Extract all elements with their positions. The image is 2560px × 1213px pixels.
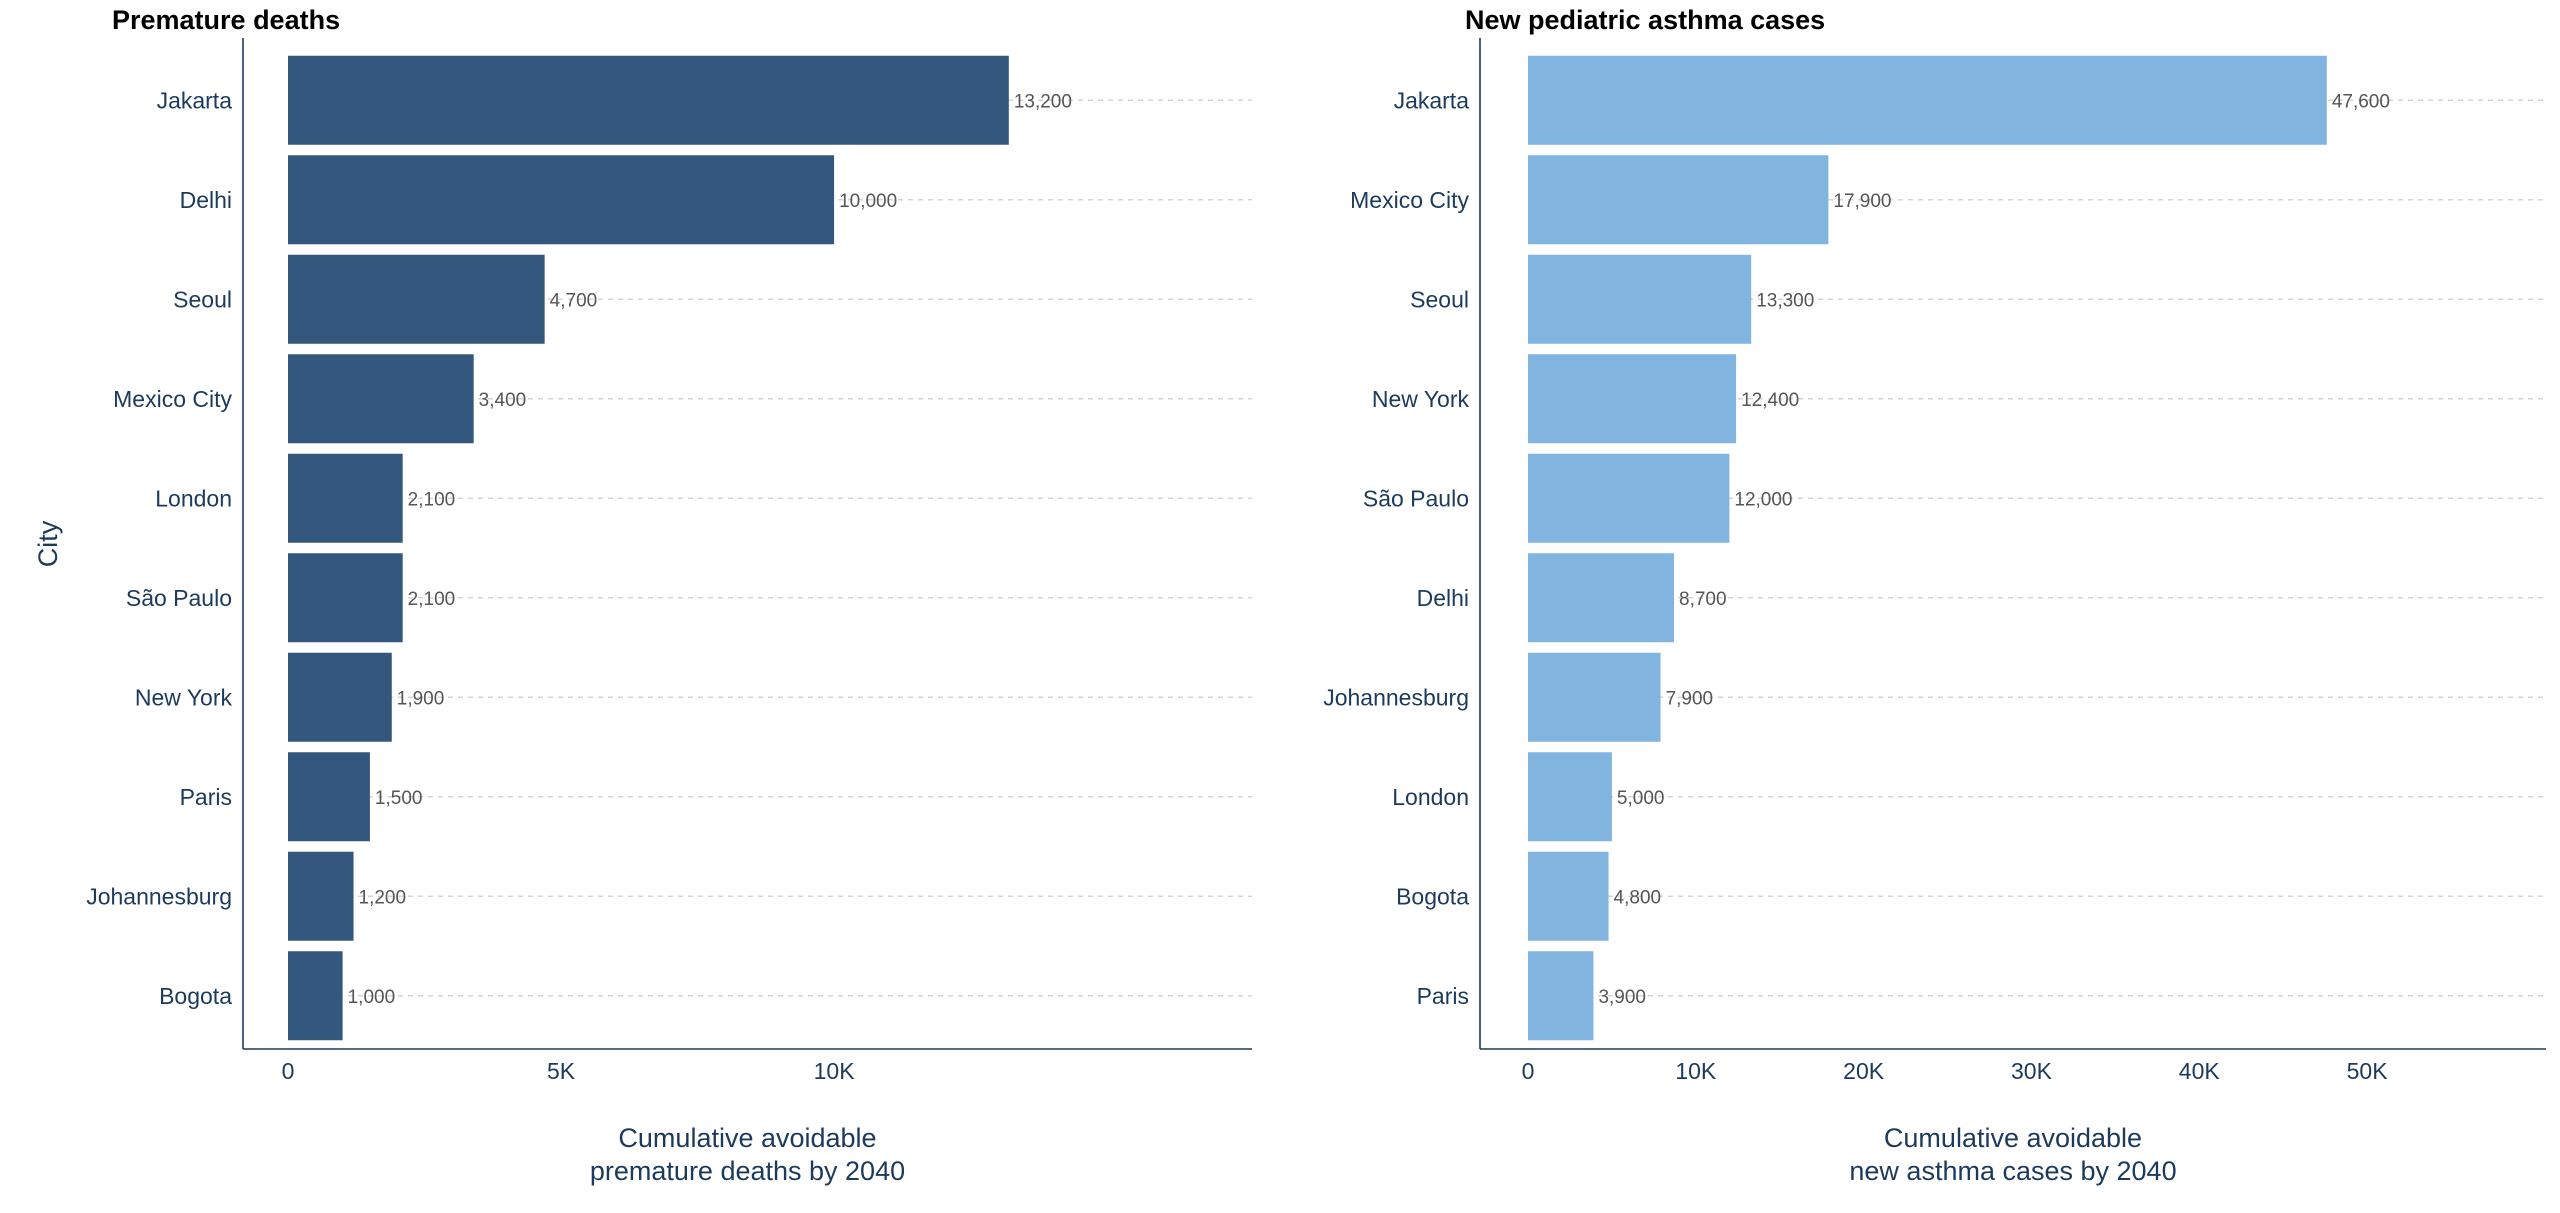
x-tick-label: 0 [282, 1058, 295, 1084]
x-tick-label: 5K [547, 1058, 576, 1084]
x-axis-title-line-2: premature deaths by 2040 [590, 1156, 905, 1186]
x-tick-label: 20K [1843, 1058, 1885, 1084]
category-label: New York [135, 684, 233, 710]
value-label: 3,400 [479, 390, 527, 411]
category-label: Bogota [159, 983, 232, 1009]
bar [288, 254, 545, 344]
value-label: 12,400 [1741, 390, 1799, 411]
x-tick-label: 30K [2011, 1058, 2053, 1084]
category-label: Delhi [1417, 585, 1469, 611]
category-label: New York [1372, 386, 1470, 412]
bar [1528, 851, 1609, 941]
value-label: 1,900 [397, 688, 445, 709]
panel-asthma-cases: New pediatric asthma cases Jakarta 47,600 M… [1323, 5, 2546, 1186]
x-axis-title-line-1: Cumulative avoidable [1884, 1123, 2142, 1153]
category-label: Johannesburg [1323, 684, 1469, 710]
value-label: 3,900 [1598, 987, 1646, 1008]
bar [288, 951, 343, 1041]
bar [288, 652, 392, 742]
category-label: Delhi [180, 187, 232, 213]
category-label: São Paulo [126, 585, 232, 611]
bar [1528, 951, 1594, 1041]
bar [1528, 453, 1730, 543]
value-label: 4,800 [1614, 887, 1662, 908]
value-label: 8,700 [1679, 589, 1727, 610]
value-label: 7,900 [1666, 688, 1714, 709]
value-label: 2,100 [408, 489, 456, 510]
panel-title: New pediatric asthma cases [1465, 5, 1825, 35]
bar [1528, 354, 1737, 444]
value-label: 10,000 [839, 191, 897, 212]
category-label: Paris [180, 784, 232, 810]
category-label: Jakarta [1394, 87, 1470, 113]
bar [288, 752, 370, 842]
value-label: 1,000 [348, 987, 396, 1008]
panel-premature-deaths: Premature deaths Jakarta 13,200 Delhi 10,000… [86, 5, 1252, 1186]
value-label: 47,600 [2332, 91, 2390, 112]
category-label: London [155, 485, 232, 511]
x-tick-label: 10K [1675, 1058, 1717, 1084]
value-label: 12,000 [1734, 489, 1792, 510]
category-label: Paris [1417, 983, 1469, 1009]
bar [288, 851, 354, 941]
category-label: Mexico City [113, 386, 232, 412]
value-label: 17,900 [1833, 191, 1891, 212]
value-label: 1,200 [359, 887, 407, 908]
bar [288, 155, 835, 245]
bar [288, 354, 474, 444]
value-label: 13,200 [1014, 91, 1072, 112]
bar [288, 55, 1009, 145]
bar [1528, 254, 1752, 344]
x-tick-label: 40K [2179, 1058, 2221, 1084]
bar [1528, 553, 1675, 643]
value-label: 1,500 [375, 788, 423, 809]
bar [1528, 55, 2327, 145]
value-label: 13,300 [1756, 290, 1814, 311]
category-label: Seoul [1410, 286, 1469, 312]
x-axis-title-line-1: Cumulative avoidable [618, 1123, 876, 1153]
category-label: Mexico City [1350, 187, 1469, 213]
bar [288, 553, 403, 643]
category-label: Johannesburg [86, 883, 232, 909]
bar [1528, 752, 1612, 842]
category-label: London [1392, 784, 1469, 810]
x-tick-label: 10K [814, 1058, 856, 1084]
bar [1528, 155, 1829, 245]
value-label: 5,000 [1617, 788, 1665, 809]
x-tick-label: 50K [2347, 1058, 2389, 1084]
category-label: Jakarta [157, 87, 233, 113]
x-axis-title-line-2: new asthma cases by 2040 [1849, 1156, 2176, 1186]
bar [288, 453, 403, 543]
value-label: 2,100 [408, 589, 456, 610]
x-tick-label: 0 [1522, 1058, 1535, 1084]
panel-title: Premature deaths [112, 5, 340, 35]
value-label: 4,700 [550, 290, 598, 311]
y-axis-title: City [33, 520, 63, 567]
category-label: São Paulo [1363, 485, 1469, 511]
category-label: Bogota [1396, 883, 1469, 909]
bar [1528, 652, 1661, 742]
category-label: Seoul [173, 286, 232, 312]
